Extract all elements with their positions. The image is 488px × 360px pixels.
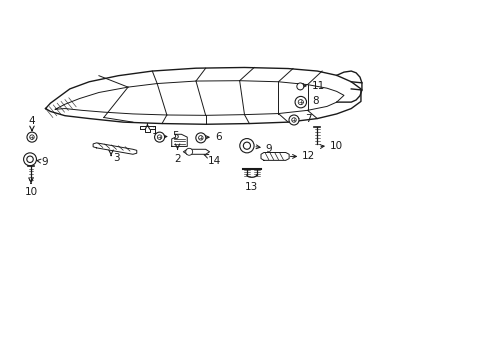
Circle shape (243, 142, 250, 149)
Circle shape (288, 115, 298, 125)
Polygon shape (93, 143, 137, 154)
Circle shape (298, 100, 303, 105)
Text: 13: 13 (244, 182, 258, 192)
Circle shape (27, 132, 37, 142)
Circle shape (198, 136, 203, 140)
Text: 1: 1 (151, 126, 158, 136)
Text: 9: 9 (265, 144, 272, 154)
Text: 6: 6 (214, 132, 221, 142)
Text: 10: 10 (24, 187, 38, 197)
Text: 12: 12 (302, 152, 315, 161)
Text: 7: 7 (304, 113, 311, 123)
Text: 9: 9 (41, 157, 48, 167)
Circle shape (27, 156, 33, 162)
Circle shape (23, 153, 37, 166)
Text: 2: 2 (174, 154, 181, 163)
Text: 14: 14 (208, 156, 221, 166)
Circle shape (291, 118, 296, 122)
Polygon shape (183, 149, 209, 154)
Circle shape (296, 83, 303, 90)
Circle shape (154, 132, 164, 142)
Text: 11: 11 (311, 81, 325, 91)
Text: 4: 4 (29, 116, 35, 126)
Circle shape (239, 139, 254, 153)
Polygon shape (171, 134, 187, 147)
Circle shape (185, 148, 192, 155)
Circle shape (157, 135, 162, 139)
Text: 8: 8 (311, 96, 318, 106)
Circle shape (30, 135, 34, 139)
Text: 10: 10 (329, 141, 342, 151)
Circle shape (195, 133, 205, 143)
Polygon shape (261, 153, 288, 160)
Text: 3: 3 (113, 153, 120, 163)
Text: 5: 5 (172, 131, 179, 141)
Circle shape (294, 96, 306, 108)
